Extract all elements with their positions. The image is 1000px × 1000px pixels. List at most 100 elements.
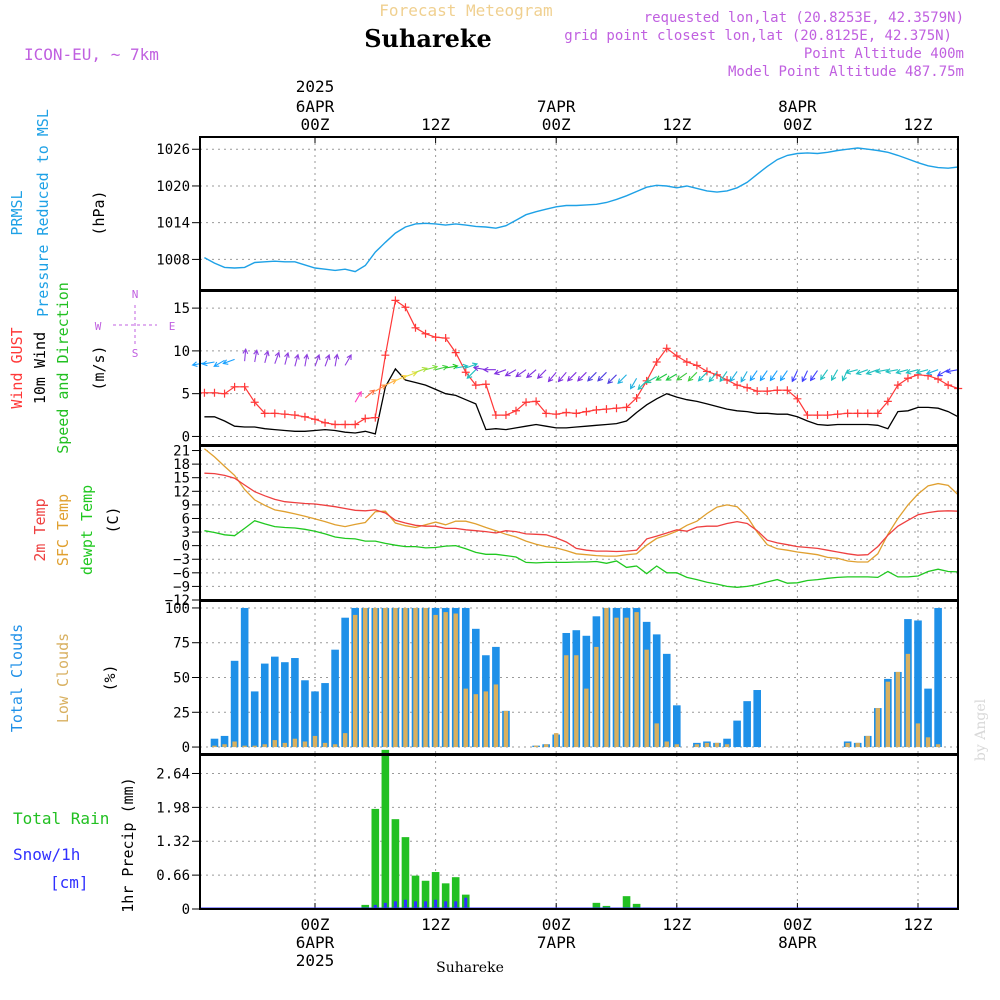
total-cloud-bar	[753, 690, 761, 748]
gust-marker	[672, 352, 681, 361]
gust-marker	[572, 409, 581, 418]
wind-direction-arrow	[905, 369, 919, 375]
low-cloud-bar	[483, 691, 489, 748]
credit-watermark: by Angel	[973, 698, 989, 761]
gust-marker	[702, 367, 711, 376]
gust-marker	[431, 333, 440, 342]
model-altitude: Model Point Altitude 487.75m	[728, 64, 964, 80]
low-cloud-bar	[302, 741, 308, 748]
footer-location: Suhareke	[436, 960, 504, 976]
wind-direction-arrow	[831, 369, 839, 382]
low-cloud-bar	[574, 655, 579, 748]
low-cloud-bar	[383, 607, 388, 748]
gust-marker	[833, 410, 842, 419]
bottom-axis-tick-label: 2025	[296, 951, 335, 970]
gust-marker	[903, 374, 912, 383]
gust-marker	[351, 420, 360, 429]
rain-bar	[421, 880, 430, 909]
wind-direction-arrow	[865, 369, 878, 376]
wind-direction-arrow	[324, 353, 331, 367]
low-cloud-bar	[654, 723, 659, 748]
wind-direction-arrow	[504, 369, 517, 377]
gust-marker	[280, 410, 289, 419]
compass-n: N	[132, 288, 139, 301]
total-cloud-bar	[472, 628, 480, 748]
low-cloud-bar	[714, 742, 720, 748]
wind-direction-arrow	[687, 371, 698, 382]
y-tick-label: −6	[173, 566, 190, 582]
wind-direction-arrow	[435, 364, 449, 371]
wind-direction-arrow	[264, 350, 270, 364]
low-cloud-bar	[885, 681, 891, 748]
sfc-temp-line	[203, 448, 959, 563]
total-cloud-bar	[743, 701, 751, 748]
rain-bar	[451, 877, 460, 909]
pressure-line	[204, 147, 959, 273]
gust-marker	[733, 381, 742, 390]
wind-direction-arrow	[708, 371, 718, 383]
total-cloud-bar	[652, 634, 661, 748]
wind-direction-arrow	[779, 370, 788, 382]
pressure-label-long: Pressure Reduced to MSL	[34, 109, 52, 317]
wind-direction-arrow	[465, 362, 479, 369]
gust-marker	[542, 409, 551, 418]
total-cloud-bar	[230, 660, 239, 748]
top-axis-year: 2025	[296, 77, 335, 96]
low-cloud-bar	[373, 607, 378, 748]
gust-marker	[853, 409, 862, 418]
low-cloud-bar	[393, 607, 398, 748]
gust-marker	[743, 383, 752, 392]
gust-marker	[652, 358, 661, 367]
wind-direction-arrow	[557, 371, 567, 383]
wind-direction-arrow	[855, 369, 868, 376]
wind-direction-arrow	[566, 371, 577, 382]
snow-bar	[454, 901, 458, 909]
gust-marker	[361, 414, 370, 423]
gust-marker	[210, 388, 219, 397]
y-tick-label: 0.66	[156, 868, 190, 884]
wind-direction-arrow	[597, 371, 607, 382]
gust-marker	[250, 398, 259, 407]
wind-direction-arrow	[222, 358, 235, 365]
wind-direction-arrow	[364, 389, 376, 399]
top-axis-tick-label: 00Z	[542, 115, 571, 134]
wind-direction-arrow	[385, 379, 398, 386]
rain-bar	[401, 837, 410, 909]
dewpt-label: dewpt Temp	[78, 485, 96, 575]
snow-unit: [cm]	[50, 873, 89, 892]
rain-bar	[441, 883, 450, 909]
wind-direction-arrow	[333, 353, 340, 367]
low-cloud-bar	[905, 653, 911, 748]
low-cloud-bar	[342, 733, 348, 748]
rain-bar	[371, 808, 380, 909]
low-cloud-bar	[503, 710, 509, 748]
gust-marker	[622, 403, 631, 412]
total-cloud-bar	[331, 649, 339, 748]
wind-direction-arrow	[630, 378, 638, 390]
gust-label: Wind GUST	[8, 327, 26, 408]
gust-marker	[230, 382, 239, 391]
dewpoint-line	[204, 519, 959, 588]
wind-direction-arrow	[493, 369, 507, 376]
gust-marker	[381, 351, 390, 360]
snow-bar	[464, 897, 468, 909]
low-cloud-bar	[925, 737, 931, 748]
bottom-axis-tick-label: 00Z	[542, 915, 571, 934]
precip-unit: 1hr Precip (mm)	[119, 777, 137, 912]
low-cloud-bar	[584, 688, 589, 748]
total-cloud-bar	[301, 680, 309, 748]
low-cloud-bar	[855, 742, 860, 748]
low-cloud-bar	[242, 745, 247, 748]
gust-marker	[582, 407, 591, 416]
low-cloud-bar	[212, 745, 217, 748]
y-tick-label: 1008	[156, 252, 190, 268]
total-cloud-bar	[723, 738, 731, 748]
wind-direction-arrow	[801, 370, 808, 383]
compass-w: W	[95, 320, 102, 333]
gust-marker	[491, 411, 500, 420]
snow-bar	[373, 904, 377, 909]
top-axis-tick-label: 12Z	[904, 115, 933, 134]
gust-marker	[461, 368, 470, 377]
